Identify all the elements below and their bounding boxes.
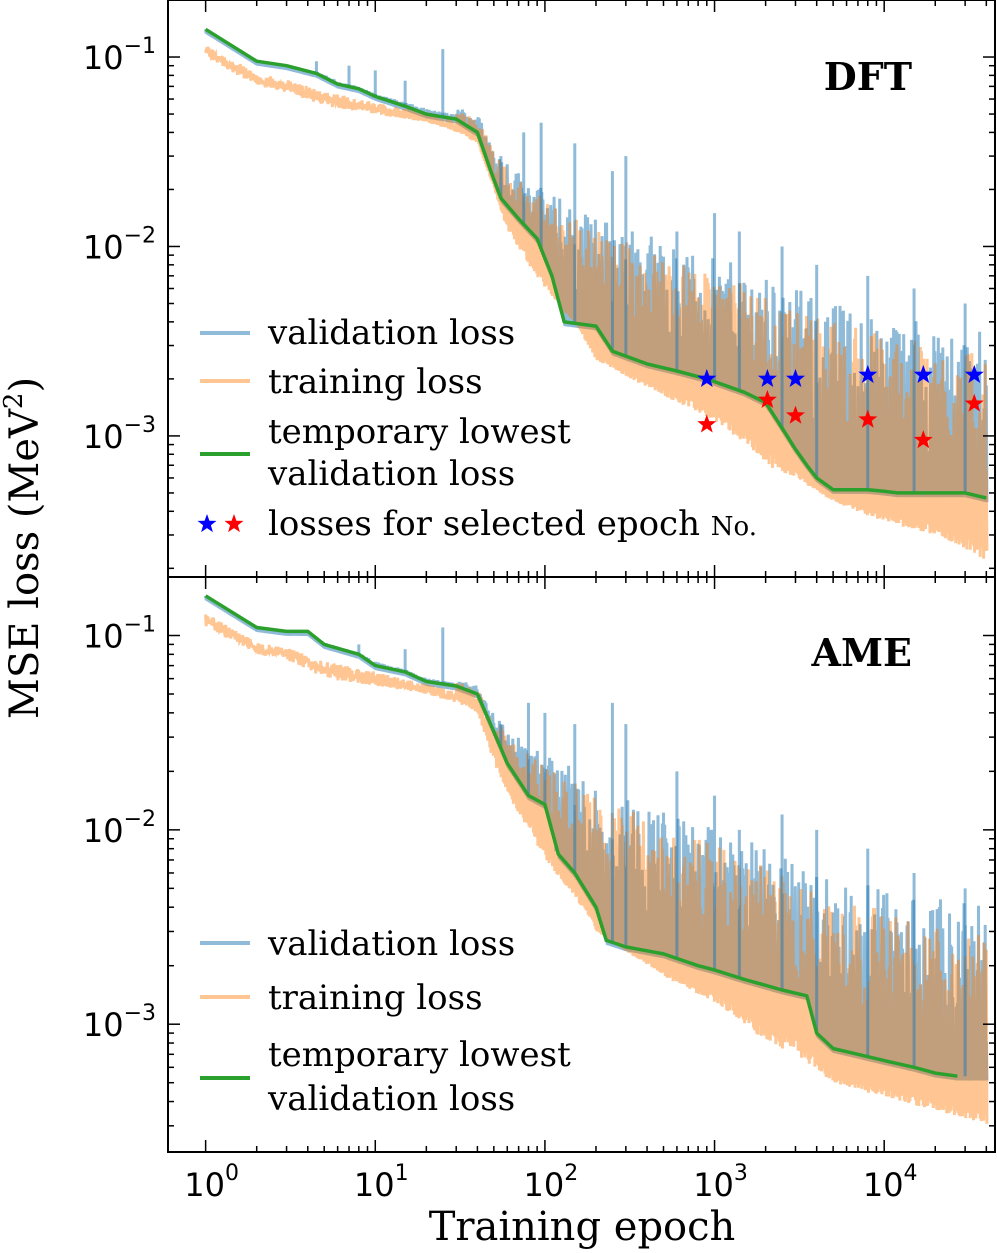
ame-axes-frame <box>167 576 996 1153</box>
dft-selected-training-star <box>964 393 984 412</box>
dft-ticks: 10−1 10−2 10−3 <box>83 0 995 577</box>
ame-lowest-validation-line <box>204 594 958 1078</box>
dft-selected-validation-star <box>964 364 984 383</box>
x-tick-label: 101 <box>354 1161 409 1204</box>
x-tick-label: 103 <box>693 1161 748 1204</box>
ame-plot-area <box>204 594 989 1124</box>
x-tick-label: 102 <box>524 1161 579 1204</box>
legend-selected-label: losses for selected epoch No. <box>268 504 757 544</box>
dft-selected-validation-star <box>757 368 777 387</box>
legend-validation-label: validation loss <box>267 313 515 353</box>
dft-training-loss-line <box>204 46 989 559</box>
legend-training-label: training loss <box>268 362 483 402</box>
dft-selected-training-star <box>757 389 777 408</box>
ame-y-tick-label: 10−2 <box>83 807 156 850</box>
ame-validation-loss-line <box>204 595 989 1081</box>
dft-legend: validation loss training loss temporary … <box>197 313 757 544</box>
dft-y-tick-label: 10−2 <box>83 223 156 266</box>
ame-panel-title: AME <box>810 630 912 675</box>
ame-training-loss-line <box>204 614 989 1124</box>
legend-red-star-icon <box>224 514 244 533</box>
x-tick-label: 104 <box>863 1161 918 1204</box>
legend-validation-label: validation loss <box>267 924 515 964</box>
dft-y-tick-label: 10−1 <box>83 34 156 77</box>
legend-training-label: training loss <box>268 978 483 1018</box>
legend-lowest-label: temporary lowest <box>268 412 571 452</box>
ame-ticks: 10−1 10−2 10−3 100 101 102 103 104 <box>83 576 995 1204</box>
dft-lowest-validation-line <box>204 27 987 500</box>
dft-selected-validation-star <box>697 368 717 387</box>
dft-y-tick-label: 10−3 <box>83 413 156 456</box>
legend-lowest-label: temporary lowest <box>268 1035 571 1075</box>
dft-selected-validation-star <box>913 364 933 383</box>
y-axis-label: MSE loss (MeV2) <box>0 377 48 719</box>
x-tick-label: 100 <box>184 1161 239 1204</box>
dft-panel-title: DFT <box>824 54 912 99</box>
ame-y-tick-label: 10−3 <box>83 1001 156 1044</box>
dft-selected-validation-star <box>786 368 805 387</box>
panel-ame: 10−1 10−2 10−3 100 101 102 103 104 AME validati… <box>83 576 996 1204</box>
panel-dft: 10−1 10−2 10−3 DFT validation loss trainin… <box>83 0 996 578</box>
dft-selected-training-star <box>913 430 933 449</box>
dft-selected-training-star <box>697 414 717 433</box>
x-axis-label: Training epoch <box>429 1204 736 1250</box>
legend-lowest-label-line2: validation loss <box>267 454 515 494</box>
legend-lowest-label-line2: validation loss <box>267 1079 515 1119</box>
legend-blue-star-icon <box>197 514 217 533</box>
dft-selected-validation-star <box>858 364 878 383</box>
ame-y-tick-label: 10−1 <box>83 613 156 656</box>
ame-legend: validation loss training loss temporary … <box>200 924 571 1119</box>
dft-selected-training-star <box>858 409 878 428</box>
dft-selected-training-star <box>786 405 805 424</box>
dft-plot-area <box>204 27 989 559</box>
